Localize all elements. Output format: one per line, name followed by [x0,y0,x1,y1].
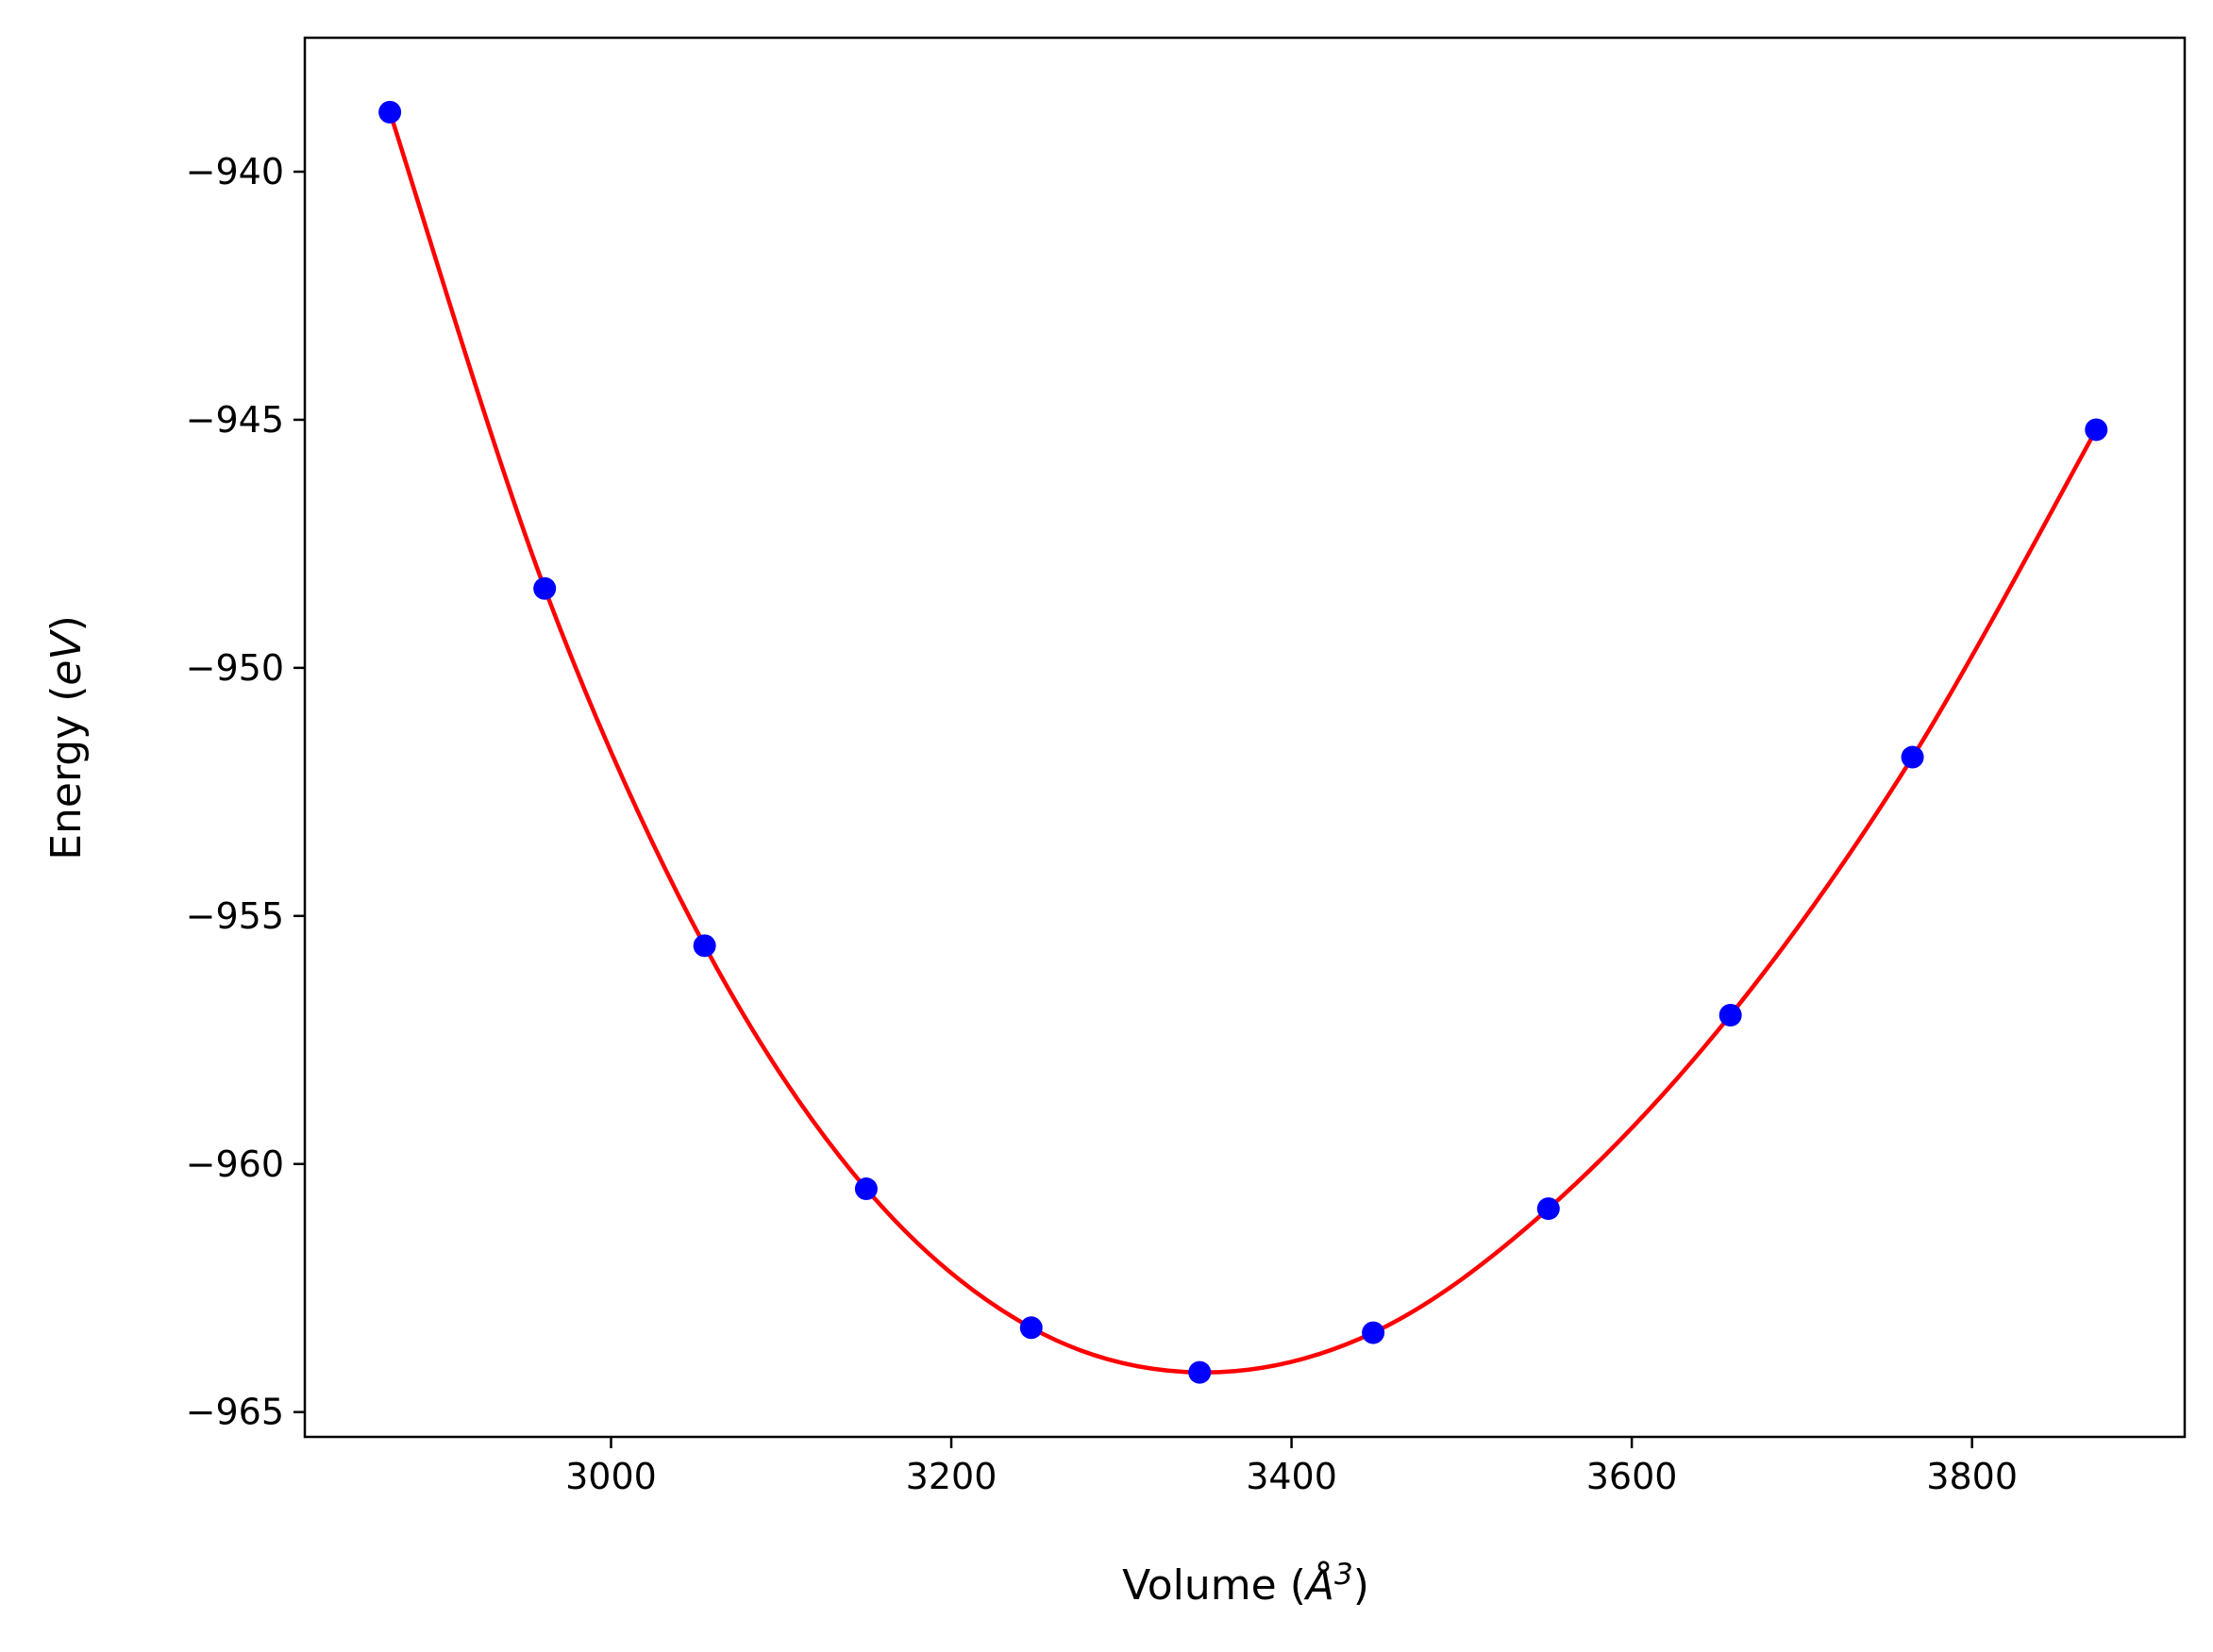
data-point [693,934,716,958]
y-axis: −940 −945 −950 −955 −960 −965 [186,151,305,1433]
data-point [533,576,557,600]
y-tick-label: −945 [186,399,284,441]
y-tick-label: −940 [186,151,284,192]
plot-area [378,100,2108,1384]
y-tick-label: −955 [186,895,284,937]
x-tick-label: 3000 [565,1456,657,1497]
data-point [1188,1360,1212,1384]
y-axis-label: Energy (eV) [42,615,91,860]
y-tick-label: −965 [186,1392,284,1433]
data-point [1019,1316,1043,1340]
y-tick-label: −950 [186,647,284,689]
x-tick-label: 3600 [1586,1456,1678,1497]
x-tick-label: 3800 [1926,1456,2018,1497]
fit-curve [387,111,2099,1375]
axes-frame [303,36,2187,1439]
data-point [1718,1003,1742,1026]
data-point [1536,1197,1560,1221]
x-tick-label: 3200 [906,1456,998,1497]
data-point [378,100,402,124]
data-point [854,1177,878,1201]
y-tick-label: −960 [186,1143,284,1185]
data-point [1901,745,1924,769]
data-point [2085,418,2108,442]
x-tick-label: 3400 [1246,1456,1337,1497]
x-axis: 3000 3200 3400 3600 3800 [565,1437,2018,1497]
data-point [1362,1321,1385,1344]
x-axis-label: Volume (Å3) [1122,1558,1369,1610]
